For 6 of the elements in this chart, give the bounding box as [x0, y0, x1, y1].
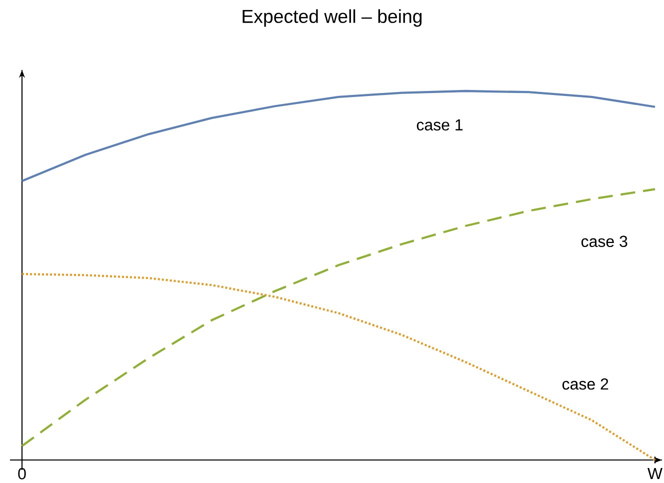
series-label: case 1	[416, 119, 463, 131]
text: case 3	[581, 236, 628, 248]
chart-title: Expected well – being	[242, 9, 422, 27]
x-tick-label: W	[648, 468, 662, 480]
x-tick-label: 0	[18, 468, 26, 480]
series-label: case 2	[562, 378, 608, 390]
